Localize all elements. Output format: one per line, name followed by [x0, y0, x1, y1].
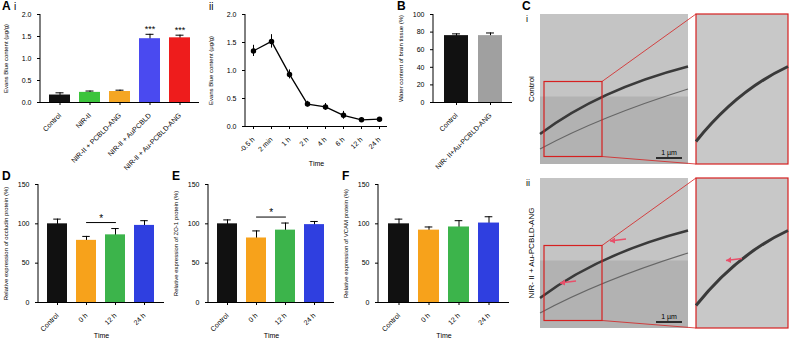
svg-text:24 h: 24 h — [132, 312, 147, 327]
svg-text:Control: Control — [438, 111, 459, 132]
svg-text:Time: Time — [94, 332, 109, 339]
svg-text:0: 0 — [26, 299, 30, 306]
svg-text:0 h: 0 h — [77, 312, 89, 324]
svg-text:0 h: 0 h — [247, 312, 259, 324]
svg-text:24 h: 24 h — [302, 312, 317, 327]
svg-text:Relative expression of ZO-1 pr: Relative expression of ZO-1 protein (%) — [173, 191, 179, 296]
svg-text:NIR-II + Au-PCBLD-ANG: NIR-II + Au-PCBLD-ANG — [122, 112, 182, 172]
svg-text:12 h: 12 h — [349, 136, 364, 151]
svg-text:20: 20 — [417, 81, 425, 88]
svg-text:Time: Time — [436, 332, 451, 339]
html-text:ii: ii — [209, 1, 214, 12]
svg-text:0: 0 — [421, 99, 425, 106]
svg-text:NIR-II + AuPCBLD: NIR-II + AuPCBLD — [106, 111, 153, 158]
html-text:B: B — [397, 0, 406, 13]
svg-text:*: * — [269, 207, 273, 218]
svg-text:2 min: 2 min — [257, 136, 274, 153]
svg-text:***: *** — [145, 24, 156, 34]
svg-text:Evans Blue content (μg/g): Evans Blue content (μg/g) — [208, 36, 214, 105]
svg-text:Control: Control — [380, 311, 401, 332]
svg-text:24 h: 24 h — [367, 136, 382, 151]
svg-text:***: *** — [175, 25, 186, 35]
svg-text:0.0: 0.0 — [22, 99, 32, 106]
svg-text:2.0: 2.0 — [227, 11, 237, 18]
svg-text:ii: ii — [526, 178, 530, 188]
svg-text:Control: Control — [209, 311, 230, 332]
svg-text:6 h: 6 h — [334, 136, 346, 148]
svg-text:100: 100 — [188, 220, 200, 227]
svg-text:Relative expression of VCAM pr: Relative expression of VCAM protein (%) — [343, 189, 349, 298]
svg-text:50: 50 — [22, 259, 30, 266]
svg-text:1 µm: 1 µm — [661, 149, 677, 157]
svg-text:Relative expression of occludi: Relative expression of occludin protein … — [3, 187, 9, 301]
svg-text:12 h: 12 h — [447, 312, 462, 327]
svg-text:Time: Time — [309, 160, 324, 167]
svg-text:2.0: 2.0 — [22, 11, 32, 18]
svg-text:Evans Blue content (μg/g): Evans Blue content (μg/g) — [3, 24, 9, 93]
svg-text:150: 150 — [358, 181, 370, 188]
svg-text:1.5: 1.5 — [22, 33, 32, 40]
svg-text:2 h: 2 h — [298, 136, 310, 148]
svg-text:100: 100 — [358, 220, 370, 227]
svg-text:Time: Time — [264, 332, 279, 339]
svg-text:NIR-II: NIR-II — [74, 112, 92, 130]
svg-text:0: 0 — [196, 299, 200, 306]
svg-text:-0.5 h: -0.5 h — [238, 136, 256, 154]
svg-text:1.0: 1.0 — [22, 55, 32, 62]
svg-text:12 h: 12 h — [103, 312, 118, 327]
svg-text:60: 60 — [417, 46, 425, 53]
svg-text:*: * — [99, 213, 103, 224]
html-text:E: E — [172, 169, 180, 183]
svg-text:0.5: 0.5 — [22, 77, 32, 84]
svg-text:Control: Control — [527, 76, 536, 102]
svg-text:1 h: 1 h — [280, 136, 292, 148]
svg-text:NIR-II + PCBLD-ANG: NIR-II + PCBLD-ANG — [70, 112, 122, 164]
svg-text:40: 40 — [417, 64, 425, 71]
svg-text:50: 50 — [192, 259, 200, 266]
svg-text:100: 100 — [18, 220, 30, 227]
svg-text:i: i — [526, 14, 528, 24]
html-text:C: C — [522, 0, 531, 13]
svg-text:Water content of brain tissue: Water content of brain tissue (%) — [398, 15, 404, 102]
svg-text:Control: Control — [39, 311, 60, 332]
html-text:A i: A i — [2, 0, 17, 13]
svg-text:150: 150 — [18, 181, 30, 188]
svg-text:1.5: 1.5 — [227, 39, 237, 46]
svg-text:1.0: 1.0 — [227, 67, 237, 74]
html-text:D: D — [2, 169, 11, 183]
svg-text:150: 150 — [188, 181, 200, 188]
svg-text:1 µm: 1 µm — [661, 313, 677, 321]
svg-text:0 h: 0 h — [419, 312, 431, 324]
svg-text:80: 80 — [417, 28, 425, 35]
svg-text:0.5: 0.5 — [227, 95, 237, 102]
svg-text:100: 100 — [413, 11, 425, 18]
svg-text:0.0: 0.0 — [227, 123, 237, 130]
svg-text:0: 0 — [366, 299, 370, 306]
html-text:F: F — [342, 169, 350, 183]
svg-text:Control: Control — [41, 111, 62, 132]
svg-text:NIR- II + Au-PCBLD-ANG: NIR- II + Au-PCBLD-ANG — [527, 208, 536, 299]
svg-text:4 h: 4 h — [316, 136, 328, 148]
svg-text:50: 50 — [362, 259, 370, 266]
svg-text:NIR- II+Au-PCBLD-ANG: NIR- II+Au-PCBLD-ANG — [434, 112, 493, 171]
svg-text:12 h: 12 h — [273, 312, 288, 327]
svg-text:24 h: 24 h — [477, 312, 492, 327]
